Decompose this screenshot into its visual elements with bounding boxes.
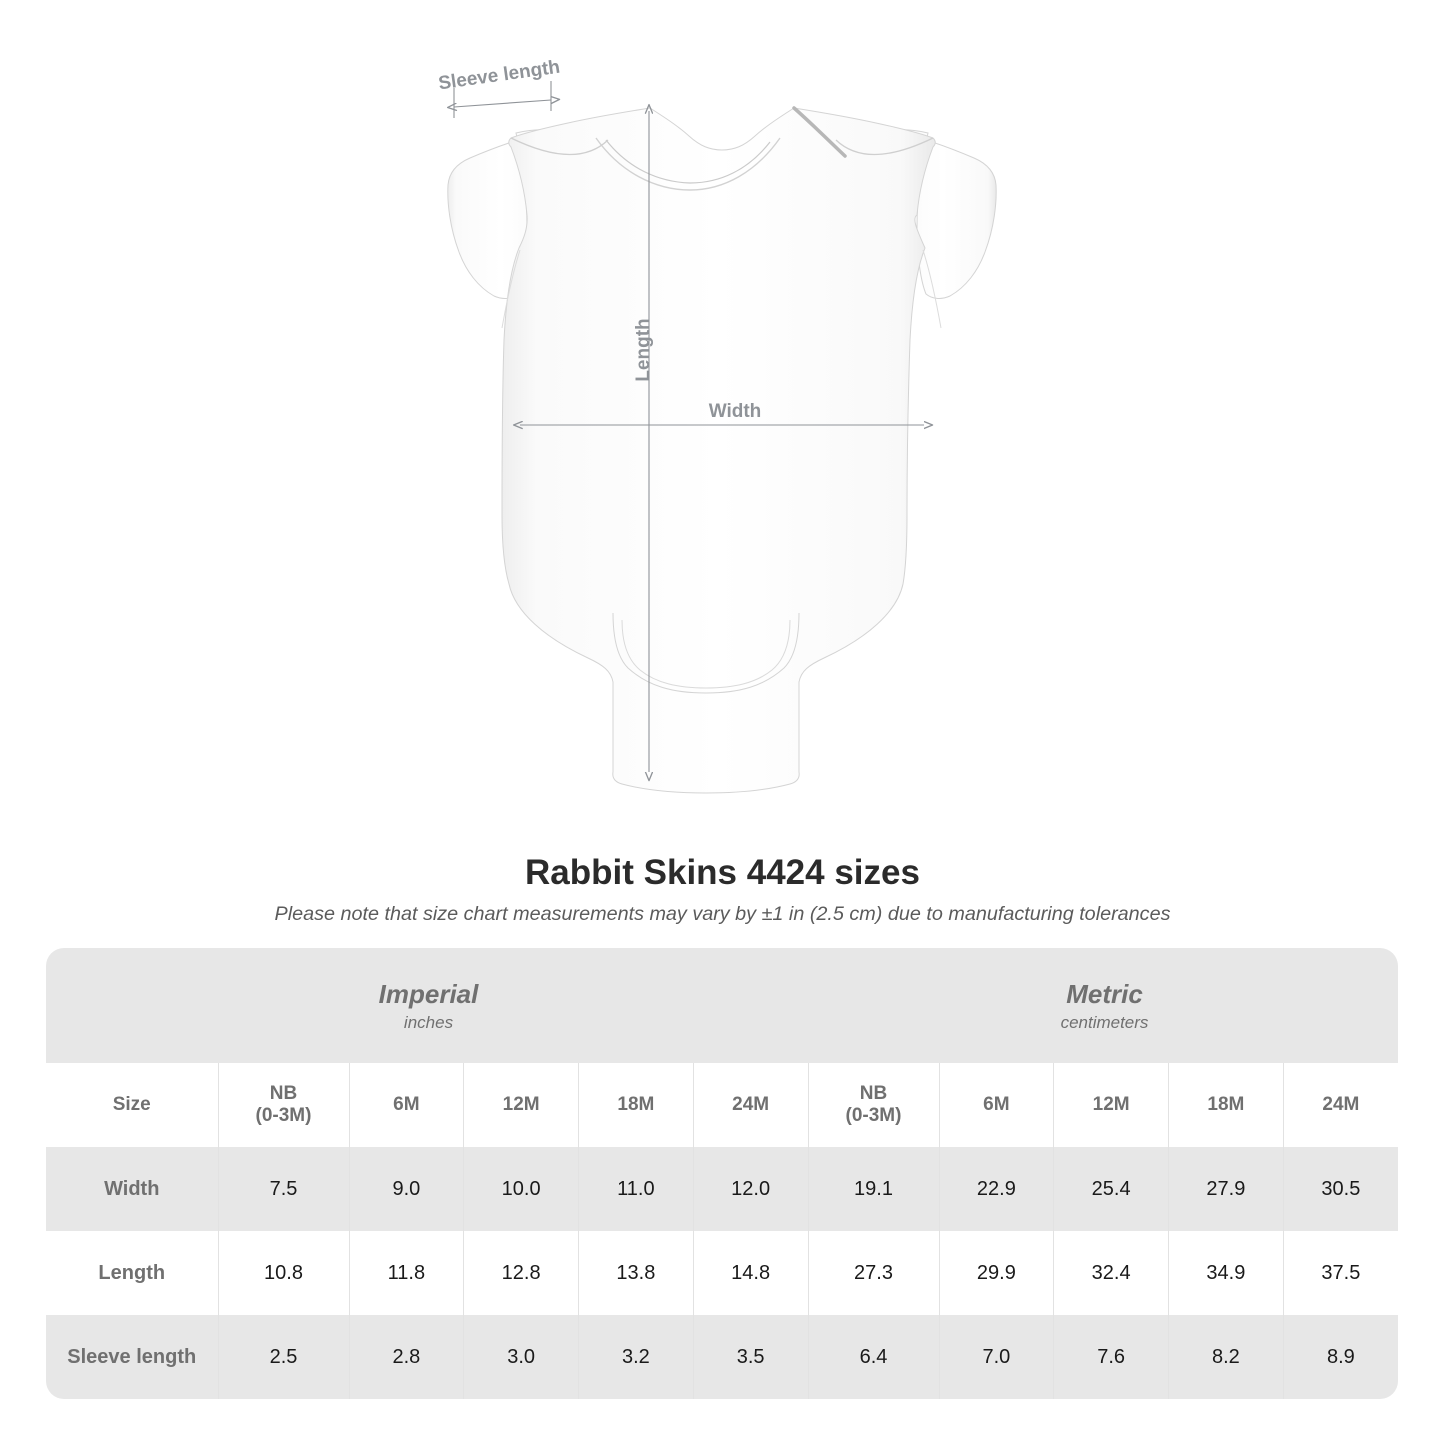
svg-text:Length: Length (633, 318, 654, 381)
svg-text:Sleeve length: Sleeve length (437, 57, 561, 95)
svg-text:Width: Width (709, 401, 762, 422)
